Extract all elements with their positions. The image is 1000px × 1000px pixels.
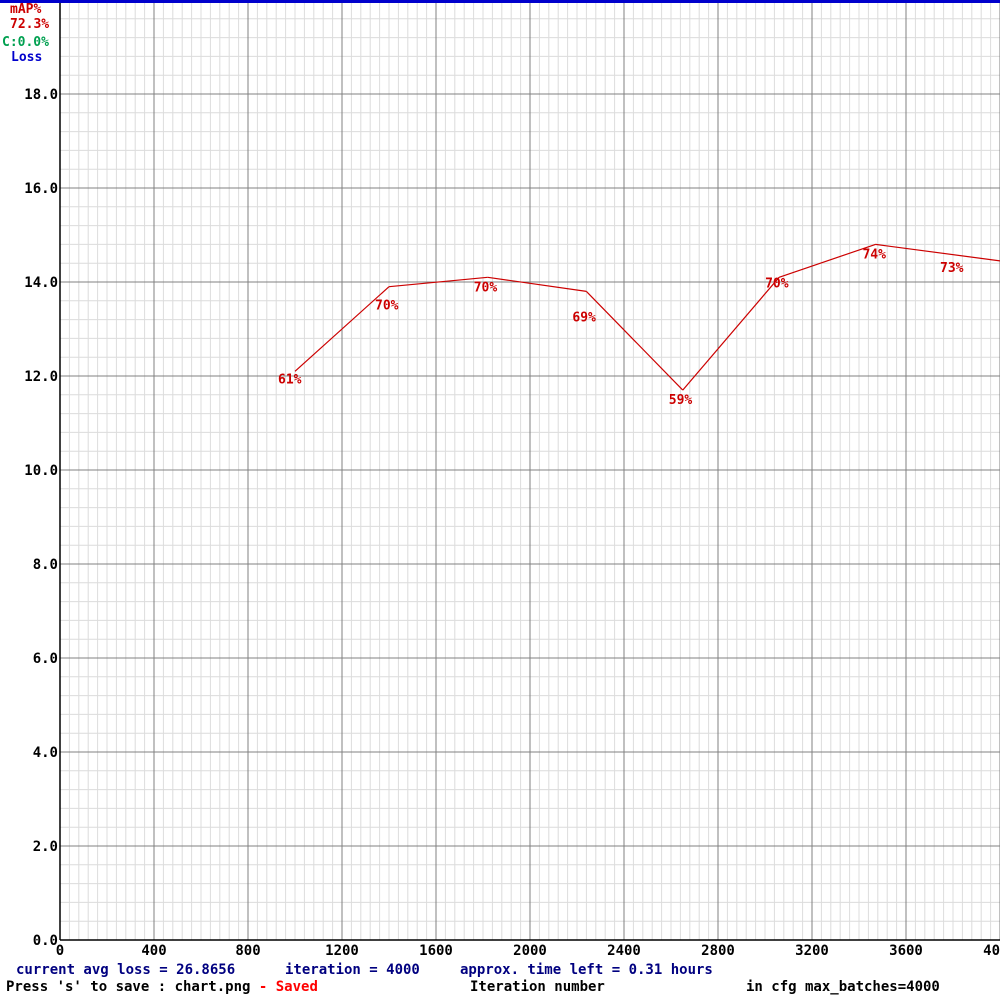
y-tick-labels: 0.0 2.0 4.0 6.0 8.0 10.0 12.0 14.0 16.0 18.0 — [24, 87, 58, 949]
time-left: approx. time left = 0.31 hours — [460, 962, 713, 978]
y-tick-label: 14.0 — [24, 275, 58, 291]
map-line-segment — [294, 286, 390, 372]
map-line-segment — [487, 276, 587, 292]
x-tick-label: 400 — [141, 943, 166, 959]
map-point-label: 74% — [862, 247, 886, 262]
map-point-label: 69% — [572, 310, 596, 325]
x-tick-label: 1600 — [419, 943, 453, 959]
x-tick-label: 2000 — [513, 943, 547, 959]
x-tick-labels: 0 400 800 1200 1600 2000 2400 2800 3200 3600 40 — [56, 943, 1000, 959]
current-avg-loss: current avg loss = 26.8656 — [16, 962, 235, 978]
map-point-labels: 61% 70% 70% 69% 59% 70% 74% 73% — [278, 247, 964, 408]
x-tick-label: 40 — [983, 943, 1000, 959]
x-tick-label: 3600 — [889, 943, 923, 959]
y-tick-label: 16.0 — [24, 181, 58, 197]
x-tick-label: 3200 — [795, 943, 829, 959]
x-tick-label: 2400 — [607, 943, 641, 959]
map-point-label: 70% — [765, 276, 789, 291]
x-tick-label: 1200 — [325, 943, 359, 959]
x-axis-label: Iteration number — [470, 979, 605, 995]
y-tick-label: 10.0 — [24, 463, 58, 479]
y-tick-label: 2.0 — [33, 839, 58, 855]
y-tick-label: 12.0 — [24, 369, 58, 385]
save-hint-text: Press 's' to save : chart.png — [6, 979, 250, 995]
map-line-segment — [585, 290, 684, 391]
max-batches: in cfg max_batches=4000 — [746, 979, 940, 995]
map-line-segment — [875, 243, 1000, 262]
y-tick-label: 18.0 — [24, 87, 58, 103]
map-point-label: 59% — [669, 393, 693, 408]
map-point-label: 70% — [474, 280, 498, 295]
map-line-segment — [778, 243, 876, 278]
map-series — [294, 243, 1000, 391]
iteration-readout: iteration = 4000 — [285, 962, 420, 978]
save-hint: Press 's' to save : chart.png - Saved — [6, 979, 318, 995]
x-tick-label: 800 — [235, 943, 260, 959]
x-tick-label: 0 — [56, 943, 64, 959]
x-tick-label: 2800 — [701, 943, 735, 959]
map-point-label: 70% — [375, 299, 399, 314]
y-tick-label: 0.0 — [33, 933, 58, 949]
loss-line — [0, 0, 1000, 3]
y-tick-label: 8.0 — [33, 557, 58, 573]
legend-loss-label: Loss — [11, 50, 42, 65]
map-line-segment — [388, 276, 488, 288]
axes — [59, 0, 1000, 941]
legend-class-value: C:0.0% — [2, 35, 49, 50]
map-point-label: 61% — [278, 372, 302, 387]
legend-map-title: mAP% — [10, 2, 41, 17]
y-tick-label: 4.0 — [33, 745, 58, 761]
saved-status: - Saved — [250, 979, 317, 995]
map-point-label: 73% — [940, 261, 964, 276]
legend-map-value: 72.3% — [10, 17, 49, 32]
y-tick-label: 6.0 — [33, 651, 58, 667]
map-line-segment — [682, 276, 780, 391]
